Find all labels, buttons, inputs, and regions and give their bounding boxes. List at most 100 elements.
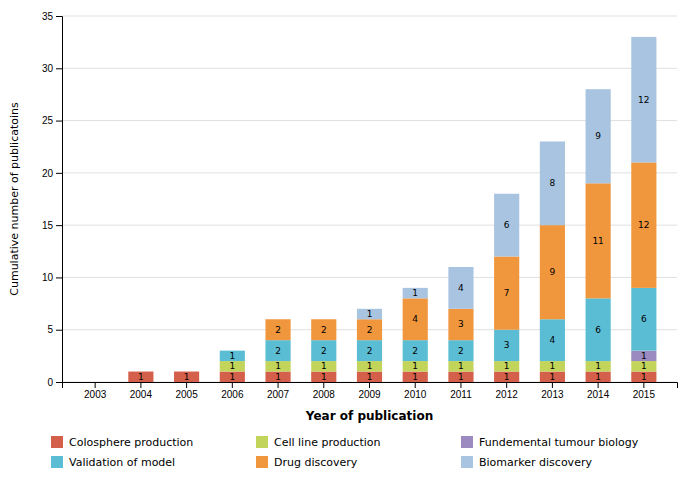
data-label: 2 xyxy=(412,346,418,356)
tick-label: 2008 xyxy=(313,389,336,400)
data-label: 1 xyxy=(367,309,373,319)
tick-label: 10 xyxy=(42,272,54,283)
tick-label: 2003 xyxy=(84,389,107,400)
bar-segment xyxy=(83,382,108,383)
series xyxy=(220,288,657,361)
tick-mark xyxy=(140,382,141,388)
legend-item: Validation of model xyxy=(51,456,175,469)
tick-mark xyxy=(56,382,62,383)
tick: 2005 xyxy=(175,382,198,400)
bar-segment xyxy=(494,330,519,361)
bar-segment xyxy=(494,361,519,371)
tick-label: 2004 xyxy=(130,389,153,400)
bar-segment xyxy=(631,361,656,371)
tick-label: 2007 xyxy=(267,389,290,400)
bar-segment xyxy=(586,298,611,361)
bars xyxy=(128,37,656,382)
bar-segment xyxy=(586,361,611,371)
tick: 2007 xyxy=(267,382,290,400)
grid-line xyxy=(62,225,677,226)
tick: 2013 xyxy=(541,382,564,400)
data-label: 1 xyxy=(550,361,556,371)
bar-segment xyxy=(540,319,565,361)
bar-segment xyxy=(83,382,108,383)
data-label: 1 xyxy=(641,351,647,361)
data-label: 6 xyxy=(641,314,647,324)
data-label: 4 xyxy=(550,335,556,345)
data-label: 1 xyxy=(321,361,327,371)
bar-segment xyxy=(448,361,473,371)
bar-segment xyxy=(128,372,153,382)
tick: 2004 xyxy=(130,382,153,400)
tick: 20 xyxy=(42,168,62,179)
data-label: 1 xyxy=(229,372,235,382)
data-label: 1 xyxy=(641,361,647,371)
tick-mark xyxy=(56,225,62,226)
bar-segment xyxy=(540,361,565,371)
bar-segment xyxy=(540,141,565,225)
tick: 2015 xyxy=(633,382,656,400)
series xyxy=(631,351,656,361)
legend-item: Colosphere production xyxy=(51,436,193,449)
data-label: 9 xyxy=(550,267,556,277)
data-label: 1 xyxy=(367,361,373,371)
tick: 5 xyxy=(47,324,62,335)
series xyxy=(128,372,656,382)
data-label: 1 xyxy=(504,372,510,382)
bar-segment xyxy=(311,361,336,371)
bar-segment xyxy=(448,372,473,382)
data-label: 7 xyxy=(504,288,510,298)
tick-mark xyxy=(232,382,233,388)
data-label: 1 xyxy=(412,372,418,382)
data-labels: 1111111111111111111111112222234662224379… xyxy=(138,95,650,382)
tick: 30 xyxy=(42,63,62,74)
data-label: 1 xyxy=(229,361,235,371)
tick-label: 2009 xyxy=(358,389,381,400)
bar-segment xyxy=(631,162,656,287)
legend-swatch xyxy=(256,436,268,448)
bar-segment xyxy=(540,372,565,382)
tick-mark xyxy=(56,277,62,278)
data-label: 4 xyxy=(412,314,418,324)
tick: 2014 xyxy=(587,382,610,400)
tick: 2009 xyxy=(358,382,381,400)
bar-segment xyxy=(311,340,336,361)
data-label: 2 xyxy=(275,346,281,356)
bar-segment xyxy=(265,340,290,361)
tick: 35 xyxy=(42,11,62,22)
tick-label: 15 xyxy=(42,220,54,231)
legend-swatch xyxy=(51,436,63,448)
bar-segment xyxy=(357,309,382,319)
legend-swatch xyxy=(51,456,63,468)
tick: 2006 xyxy=(221,382,244,400)
data-label: 3 xyxy=(504,340,510,350)
bar-segment xyxy=(357,372,382,382)
tick: 10 xyxy=(42,272,62,283)
axis-line xyxy=(63,383,678,389)
tick-mark xyxy=(460,382,461,388)
series xyxy=(220,361,657,371)
tick-mark xyxy=(56,173,62,174)
tick-mark xyxy=(56,121,62,122)
series xyxy=(357,37,656,319)
bar-segment xyxy=(540,225,565,319)
tick-label: 2013 xyxy=(541,389,564,400)
data-label: 12 xyxy=(638,95,649,105)
series xyxy=(265,162,656,340)
tick-label: 2006 xyxy=(221,389,244,400)
bar-segment xyxy=(265,319,290,340)
legend-label: Biomarker discovery xyxy=(479,456,592,469)
tick-label: 30 xyxy=(42,63,54,74)
legend-swatch xyxy=(256,456,268,468)
data-label: 2 xyxy=(367,325,373,335)
chart: 1111111111111111111111112222234662224379… xyxy=(0,0,697,494)
bar-segment xyxy=(403,372,428,382)
bar-segment xyxy=(83,382,108,383)
bar-segment xyxy=(403,361,428,371)
data-label: 4 xyxy=(458,283,464,293)
bar-segment xyxy=(83,382,108,383)
grid-line xyxy=(62,172,677,173)
tick-label: 2015 xyxy=(633,389,656,400)
data-label: 2 xyxy=(367,346,373,356)
tick-mark xyxy=(186,382,187,388)
